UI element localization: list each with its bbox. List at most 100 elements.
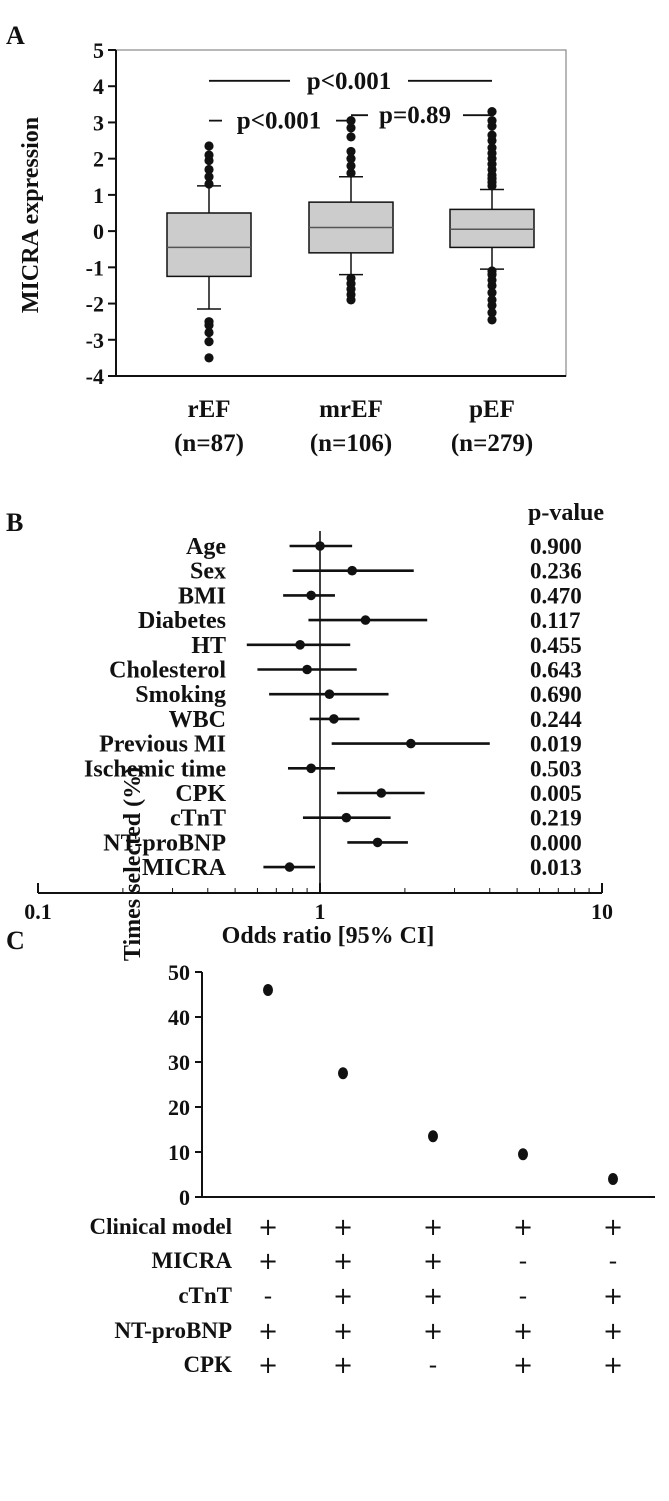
panel-b-p-value: 0.455 [530, 633, 582, 658]
panel-a-outlier-point [346, 132, 356, 142]
panel-c-table-row-label: MICRA [152, 1248, 233, 1273]
panel-c-table-sign: + [513, 1213, 533, 1241]
panel-c-table-row-label: cTnT [178, 1283, 232, 1308]
panel-c-table-sign: + [333, 1317, 353, 1345]
panel-b-p-value: 0.690 [530, 682, 582, 707]
panel-c-table-sign: - [519, 1247, 528, 1275]
panel-b-variable-label: cTnT [170, 806, 226, 832]
panel-c-table-row-label: CPK [183, 1352, 232, 1377]
panel-a-outlier-point [204, 164, 214, 175]
panel-a-outlier-point [204, 320, 214, 330]
panel-b-p-value: 0.019 [530, 732, 582, 757]
panel-c-table-sign: + [258, 1247, 278, 1275]
panel-b-variable-label: NT-proBNP [103, 830, 226, 856]
panel-c-table-sign: + [333, 1351, 353, 1379]
panel-b-pvalue-header: p-value [528, 500, 604, 526]
panel-a-outlier-point [204, 141, 214, 151]
panel-c-data-point [518, 1148, 528, 1161]
panel-a-outlier-point [346, 295, 356, 305]
panel-b-forest-plot: 0.1 1 10 Age 0.900 Sex 0.236 BMI 0.470 Diabetes 0.… [24, 531, 613, 924]
panel-a-outlier-point [204, 353, 214, 363]
panel-b-or-point [284, 862, 295, 872]
panel-a-y-axis-label: MICRA expression [18, 117, 44, 313]
panel-c-table-sign: + [603, 1213, 623, 1241]
panel-label-a: A [6, 21, 25, 50]
panel-c-table-sign: + [513, 1317, 533, 1345]
panel-b-x-axis-label: Odds ratio [95% CI] [222, 923, 435, 949]
panel-c-table-sign: + [258, 1351, 278, 1379]
panel-c-table-sign: + [423, 1213, 443, 1241]
panel-a-sig-label: p=0.89 [379, 102, 451, 129]
panel-a-y-tick-label: -3 [86, 328, 104, 353]
panel-a-category-n: (n=279) [451, 430, 533, 457]
panel-b-or-point [306, 763, 316, 774]
panel-c-table-sign: + [603, 1351, 623, 1379]
panel-c-table-sign: + [513, 1351, 533, 1379]
panel-a-outlier-point [487, 315, 497, 325]
panel-a-y-tick-label: -1 [86, 255, 104, 280]
panel-b-or-point [341, 812, 352, 823]
panel-a-outlier-point [487, 116, 497, 126]
panel-a-outlier-point [487, 143, 497, 153]
panel-a-outlier-point [346, 146, 356, 157]
panel-a-outlier-point [487, 280, 497, 291]
panel-c-table-sign: + [423, 1317, 443, 1345]
panel-a-outlier-point [204, 179, 214, 189]
panel-a-outlier-point [204, 336, 214, 347]
panel-a-category-label: pEF [469, 396, 515, 423]
panel-b-p-value: 0.900 [530, 534, 582, 559]
panel-b-p-value: 0.219 [530, 806, 582, 831]
panel-a-outlier-point [487, 130, 497, 140]
panel-b-x-tick-label: 1 [315, 899, 326, 924]
panel-b-p-value: 0.643 [530, 658, 582, 683]
panel-b-p-value: 0.244 [530, 707, 582, 732]
panel-c-table-row-label: Clinical model [90, 1214, 232, 1239]
panel-a-y-tick-label: -4 [86, 364, 104, 389]
panel-a-y-tick-label: 2 [93, 147, 104, 172]
panel-a-outlier-point [346, 168, 356, 178]
panel-b-or-point [324, 689, 335, 699]
panel-b-variable-label: MICRA [142, 855, 227, 881]
panel-b-or-point [376, 788, 387, 798]
panel-c-table-sign: - [264, 1282, 273, 1310]
panel-c-table-sign: + [603, 1282, 623, 1310]
panel-a-boxplot: -4 -3 -2 -1 0 1 2 3 4 5 rEF (n=87) mrEF (n=106) pEF (n=… [86, 38, 567, 457]
panel-b-x-tick-label: 0.1 [24, 899, 52, 924]
panel-c-table-sign: + [333, 1282, 353, 1310]
panel-c-y-tick-label: 10 [168, 1140, 190, 1165]
panel-a-outlier-point [346, 123, 356, 133]
panel-c-table-row-label: NT-proBNP [114, 1318, 232, 1343]
panel-a-outlier-point [487, 308, 497, 318]
panel-label-b: B [6, 508, 23, 537]
panel-b-variable-label: Age [186, 534, 226, 560]
panel-b-p-value: 0.000 [530, 830, 582, 855]
panel-b-variable-label: Smoking [135, 682, 226, 708]
panel-c-y-axis-label: Times selected (%) [120, 767, 146, 961]
panel-c-data-point [263, 984, 273, 996]
panel-a-y-tick-label: -2 [86, 292, 104, 317]
panel-a-outlier-point [346, 154, 356, 164]
panel-b-or-point [306, 590, 316, 601]
panel-a-outlier-point [346, 161, 356, 171]
panel-c-table-sign: - [609, 1247, 618, 1275]
panel-a-outlier-point [204, 172, 214, 182]
panel-c-table-sign: + [423, 1282, 443, 1310]
panel-b-variable-label: BMI [178, 583, 226, 609]
panel-b-p-value: 0.503 [530, 756, 582, 781]
panel-b-p-value: 0.005 [530, 781, 582, 806]
panel-c-table-sign: + [423, 1247, 443, 1275]
panel-c-table-sign: + [333, 1247, 353, 1275]
panel-c-y-tick-label: 0 [179, 1185, 190, 1210]
panel-c-data-point [608, 1173, 618, 1185]
panel-a-box [449, 208, 535, 249]
panel-c-y-tick-label: 50 [168, 960, 190, 985]
panel-c-y-tick-label: 30 [168, 1050, 190, 1075]
panel-c-y-tick-label: 20 [168, 1095, 190, 1120]
panel-b-variable-label: Ischemic time [84, 756, 226, 782]
panel-b-variable-label: CPK [175, 781, 226, 807]
panel-a-y-tick-label: 0 [93, 219, 104, 244]
panel-a-category-label: rEF [187, 396, 230, 423]
panel-b-or-point [295, 640, 305, 650]
panel-a-outlier-point [487, 300, 497, 310]
panel-b-x-tick-label: 10 [591, 899, 613, 924]
